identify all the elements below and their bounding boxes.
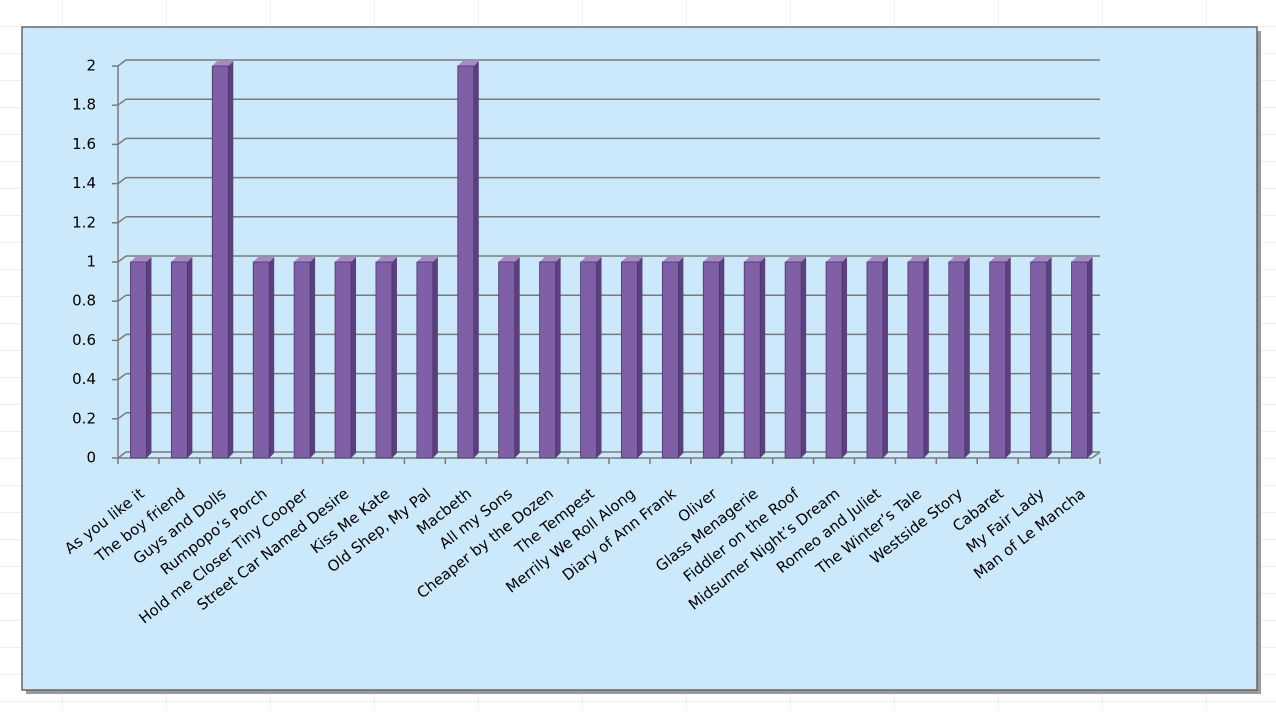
bar-top	[1071, 257, 1093, 262]
bar-top	[989, 257, 1011, 262]
y-tick-label: 0	[86, 449, 96, 467]
y-tick-label: 0.4	[72, 370, 96, 388]
bar-top	[335, 257, 357, 262]
grid-line-edge	[117, 255, 127, 263]
y-tick-label: 1.8	[72, 96, 96, 114]
bar-top	[866, 257, 888, 262]
bar	[580, 261, 597, 459]
grid-line-edge	[117, 294, 127, 302]
grid-line-edge	[117, 412, 127, 420]
bar-side	[801, 257, 807, 458]
bar-side	[514, 257, 520, 458]
y-tick-label: 1.4	[72, 174, 96, 192]
grid-line-edge	[117, 333, 127, 341]
bar	[989, 261, 1007, 459]
bar	[661, 261, 679, 459]
bar-side	[1005, 257, 1011, 458]
bar	[1030, 261, 1048, 459]
grid-line-edge	[117, 177, 127, 185]
bar-top	[621, 257, 643, 262]
grid-line-edge	[117, 451, 127, 459]
bar	[825, 261, 843, 459]
bar-top	[948, 257, 970, 262]
bar	[1071, 261, 1088, 459]
bar	[130, 261, 147, 459]
bar-top	[212, 61, 234, 66]
bar-side	[351, 257, 357, 458]
bar	[211, 65, 229, 459]
x-axis-edge	[1091, 451, 1101, 459]
bar-top	[375, 257, 397, 262]
bar-top	[703, 257, 725, 262]
grid-line-edge	[117, 216, 127, 224]
y-tick-label: 0.8	[72, 292, 96, 310]
bar-top	[580, 257, 602, 262]
grid-line-edge	[117, 373, 127, 381]
bar-top	[785, 257, 807, 262]
bar-top	[662, 257, 684, 262]
bar-top	[253, 257, 275, 262]
bar-side	[432, 257, 438, 458]
bar	[539, 261, 557, 459]
bar	[907, 261, 925, 459]
bar	[416, 261, 434, 459]
bar-top	[416, 257, 438, 262]
bar-side	[269, 257, 275, 458]
bar-side	[187, 257, 193, 458]
bar-side	[1087, 257, 1093, 458]
grid-line-edge	[117, 98, 127, 106]
bar-side	[391, 257, 397, 458]
bar-top	[498, 257, 520, 262]
y-tick-label: 1	[86, 253, 96, 271]
bar	[334, 261, 352, 459]
bar	[743, 261, 761, 459]
bar	[866, 261, 884, 459]
bar	[498, 261, 516, 459]
bar-side	[637, 257, 643, 458]
y-tick-label: 0.6	[72, 331, 96, 349]
bar-side	[596, 257, 602, 458]
bar-top	[826, 257, 848, 262]
bar-side	[923, 257, 929, 458]
bar-side	[964, 257, 970, 458]
bar	[293, 261, 311, 459]
bar	[457, 65, 475, 459]
y-tick-label: 1.6	[72, 135, 96, 153]
bar-side	[228, 61, 234, 458]
bar-side	[719, 257, 725, 458]
bar-side	[678, 257, 684, 458]
bar	[948, 261, 966, 459]
bar-top	[1030, 257, 1052, 262]
bar-top	[294, 257, 316, 262]
bar-side	[310, 257, 316, 458]
bar-top	[907, 257, 929, 262]
y-tick-label: 2	[86, 57, 96, 75]
bar-top	[171, 257, 193, 262]
bar-side	[473, 61, 479, 458]
bar-side	[146, 257, 152, 458]
bar-top	[744, 257, 766, 262]
bar-top	[130, 257, 152, 262]
y-tick-label: 1.2	[72, 213, 96, 231]
bar	[375, 261, 393, 459]
bar-side	[760, 257, 766, 458]
grid-line-edge	[117, 137, 127, 145]
bar-top	[539, 257, 561, 262]
bar	[621, 261, 638, 459]
y-tick-label: 0.2	[72, 409, 96, 427]
bar-side	[882, 257, 888, 458]
bar	[784, 261, 802, 459]
bar	[170, 261, 188, 459]
bar-side	[1046, 257, 1052, 458]
bar	[702, 261, 720, 459]
grid-line-edge	[117, 59, 127, 67]
bar-side	[842, 257, 848, 458]
bar	[252, 261, 270, 459]
bar-top	[457, 61, 479, 66]
bar-side	[555, 257, 561, 458]
